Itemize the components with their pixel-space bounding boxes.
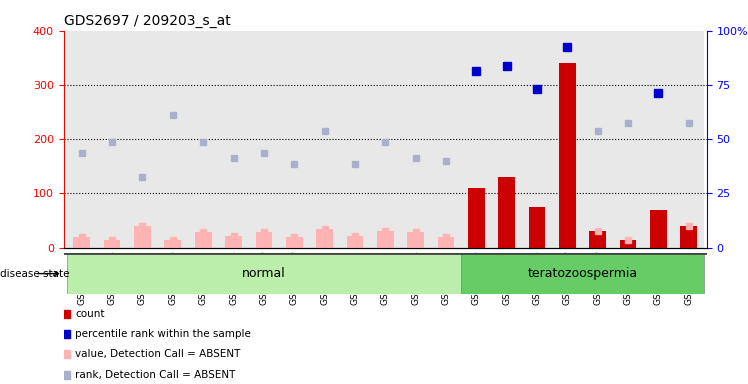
Bar [165, 240, 181, 248]
Bar [681, 226, 697, 248]
Bar [673, 31, 704, 248]
Bar [256, 232, 272, 248]
Bar [279, 31, 310, 248]
Bar [498, 177, 515, 248]
Text: disease state: disease state [0, 268, 70, 279]
Bar [67, 31, 97, 248]
Bar [431, 31, 461, 248]
Bar [643, 31, 673, 248]
Text: value, Detection Call = ABSENT: value, Detection Call = ABSENT [75, 349, 241, 359]
Bar [522, 31, 552, 248]
Bar [73, 237, 90, 248]
Bar [340, 31, 370, 248]
Bar [468, 188, 485, 248]
Bar [613, 31, 643, 248]
Bar [158, 31, 188, 248]
Bar [407, 232, 424, 248]
Text: GDS2697 / 209203_s_at: GDS2697 / 209203_s_at [64, 14, 230, 28]
Bar [438, 237, 454, 248]
Bar [461, 253, 704, 294]
Bar [400, 31, 431, 248]
Text: count: count [75, 309, 105, 319]
Bar [67, 253, 461, 294]
Bar [461, 31, 491, 248]
Bar [218, 31, 248, 248]
Bar [552, 31, 583, 248]
Bar [316, 229, 333, 248]
Bar [559, 63, 576, 248]
Text: percentile rank within the sample: percentile rank within the sample [75, 329, 251, 339]
Bar [97, 31, 127, 248]
Bar [583, 31, 613, 248]
Bar [225, 236, 242, 248]
Bar [286, 237, 302, 248]
Bar [377, 232, 393, 248]
Bar [619, 240, 637, 248]
Text: normal: normal [242, 267, 286, 280]
Bar [370, 31, 400, 248]
Bar [589, 232, 606, 248]
Bar [127, 31, 158, 248]
Bar [188, 31, 218, 248]
Bar [134, 226, 151, 248]
Text: teratozoospermia: teratozoospermia [527, 267, 637, 280]
Bar [194, 232, 212, 248]
Bar [529, 207, 545, 248]
Text: rank, Detection Call = ABSENT: rank, Detection Call = ABSENT [75, 369, 236, 379]
Bar [650, 210, 666, 248]
Bar [248, 31, 279, 248]
Bar [104, 240, 120, 248]
Bar [346, 236, 364, 248]
Bar [310, 31, 340, 248]
Bar [491, 31, 522, 248]
